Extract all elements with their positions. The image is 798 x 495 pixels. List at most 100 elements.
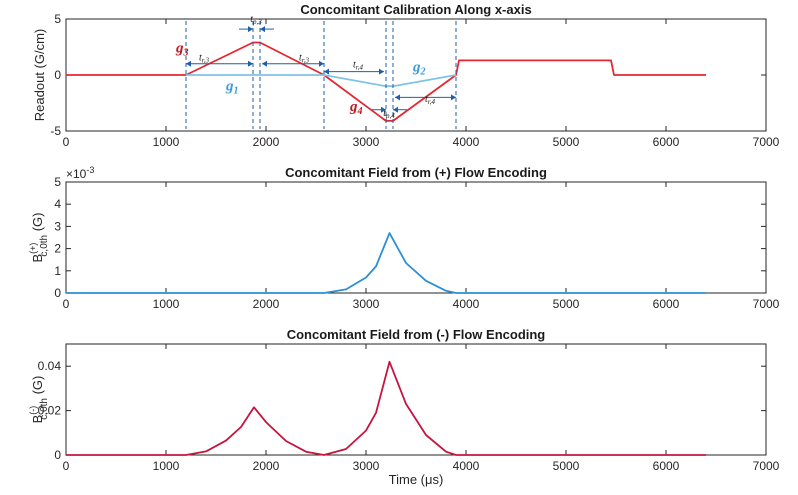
y-label-sub: c,0th [39,235,50,257]
x-tick-label: 1000 [153,297,180,311]
timing-label-sub: r,3 [202,56,210,64]
x-tick-label: 6000 [653,459,680,473]
timing-label-main: t [250,14,253,25]
series-line-1 [66,41,706,122]
timing-label: tr,3 [199,52,209,64]
y-label-sup: (-) [28,406,38,415]
axes-box [65,181,767,294]
timing-label-sub: r,4 [428,98,436,106]
x-tick-label: 1000 [153,135,180,149]
x-tick-label: 6000 [653,297,680,311]
x-tick-label: 0 [63,135,70,149]
arrow-head [393,106,398,113]
y-label-main: B [30,415,45,424]
timing-label-main: t [299,52,302,63]
panel-2: 0 1000 2000 3000 4000 5000 6000 7000 0 1 2 3 4 5 Conco… [28,165,780,311]
x-axis-label: Time (μs) [389,472,444,487]
y-label-sub: c,0th [39,398,50,420]
timing-label-sub: r,4 [356,64,364,72]
gradient-label-sub: 2 [420,67,426,78]
arrow-head [260,26,265,33]
gradient-label-sub: 1 [234,86,239,97]
panel-3: 0 1000 2000 3000 4000 5000 6000 7000 0 0.02 0.04 Co… [28,327,780,487]
timing-label: tr,4 [353,60,363,72]
panel-1: 0 1000 2000 3000 4000 5000 6000 7000-505Concomi… [32,2,780,149]
gradient-label: g2 [412,60,426,78]
arrow-head-right [379,68,384,75]
series-line-1 [66,232,706,294]
y-label-unit: (G) [30,376,45,398]
y-tick-label: 5 [54,175,61,189]
x-tick-label: 3000 [353,135,380,149]
x-tick-label: 3000 [353,297,380,311]
timing-label-main: t [425,94,428,105]
gradient-label: g4 [349,99,363,117]
timing-label-main: t [199,52,202,63]
arrow-head [381,106,386,113]
timing-label-main: t [383,108,386,119]
timing-label-sub: r,3 [302,56,310,64]
x-tick-label: 7000 [753,459,780,473]
gradient-label-main: g [175,41,184,57]
y-tick-label: 0.04 [38,359,62,373]
arrow-head-left [262,60,267,67]
x-tick-label: 0 [63,459,70,473]
y-axis-label: B(+)c,0th (G) [28,213,50,263]
y-axis-label: B(-)c,0th (G) [28,376,50,424]
y-tick-label: 0 [54,448,61,462]
x-tick-label: 2000 [253,297,280,311]
x-tick-label: 2000 [253,459,280,473]
x-tick-label: 4000 [453,297,480,311]
x-tick-label: 4000 [453,459,480,473]
x-tick-label: 2000 [253,135,280,149]
x-tick-label: 7000 [753,135,780,149]
timing-label-sub: p,4 [385,112,395,120]
y-tick-label: 5 [54,12,61,26]
x-tick-label: 3000 [353,459,380,473]
timing-label: tr,4 [425,94,435,106]
x-tick-label: 6000 [653,135,680,149]
series-line-1 [66,360,706,456]
arrow-head-left [186,60,191,67]
x-tick-label: 1000 [153,459,180,473]
timing-label: tr,3 [299,52,309,64]
gradient-label-sub: 3 [183,48,189,59]
y-label-sup: (+) [28,243,38,254]
chart-title: Concomitant Field from (-) Flow Encoding [287,327,546,342]
timing-label-main: t [353,60,356,71]
x-tick-label: 7000 [753,297,780,311]
y-tick-label: 4 [54,197,61,211]
chart-title: Concomitant Field from (+) Flow Encoding [285,165,547,180]
arrow-head-left [395,94,400,101]
arrow-head-left [324,68,329,75]
y-tick-label: 1 [54,264,61,278]
y-tick-label: 3 [54,219,61,233]
arrow-head-right [451,94,456,101]
y-axis-label: Readout (G/cm) [32,29,47,121]
gradient-label-sub: 4 [357,106,363,117]
y-tick-label: 2 [54,242,61,256]
arrow-head-right [248,60,253,67]
x-tick-label: 5000 [553,135,580,149]
gradient-label-main: g [349,99,358,115]
y-tick-label: -5 [50,124,61,138]
y-label-main: B [30,254,45,263]
arrow-head-right [319,60,324,67]
chart-title: Concomitant Calibration Along x-axis [300,2,531,17]
arrow-head [248,26,253,33]
y-tick-label: 0.02 [38,404,62,418]
timing-label: tp,3 [250,14,262,26]
y-scale-exp: -3 [86,165,94,175]
gradient-label-main: g [225,79,234,95]
y-tick-label: 0 [54,286,61,300]
y-tick-label: 0 [54,68,61,82]
y-label-unit: (G) [30,213,45,235]
axes-box [65,343,767,456]
gradient-label: g1 [225,79,239,97]
gradient-label-main: g [412,60,421,76]
x-tick-label: 5000 [553,297,580,311]
timing-label-sub: p,3 [252,18,262,26]
y-scale-factor: ×10-3 [66,165,94,181]
